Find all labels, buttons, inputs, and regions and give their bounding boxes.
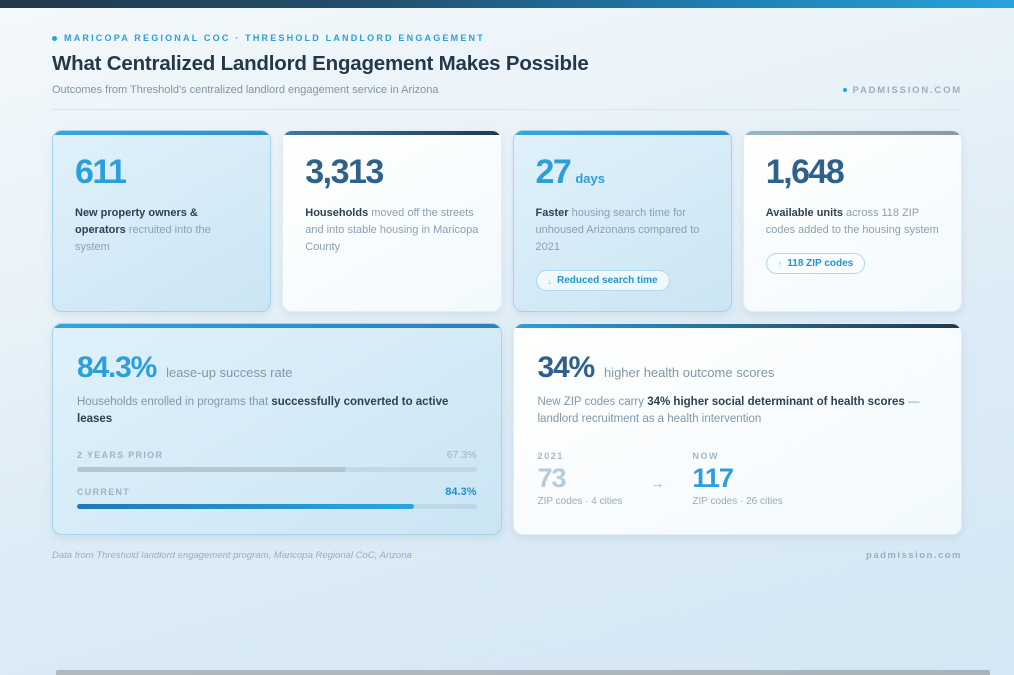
comparison-label: NOW	[692, 450, 720, 461]
stat-description: New property owners & operators recruite…	[75, 205, 248, 256]
bar-track	[77, 466, 477, 472]
stat-unit: days	[575, 171, 605, 186]
card-top-accent	[513, 324, 961, 329]
footer-brand: padmission.com	[866, 549, 962, 561]
bullet-dot-icon	[842, 88, 847, 92]
health-outcome-card: 34% higher health outcome scores New ZIP…	[512, 323, 962, 535]
comparison-after: NOW 117 ZIP codes · 26 cities	[692, 451, 782, 507]
bar-track	[77, 503, 477, 509]
comparison-caption: ZIP codes · 4 cities	[537, 495, 623, 507]
arrow-right-icon: →	[650, 474, 665, 491]
health-description-pre: New ZIP codes carry	[537, 396, 648, 409]
top-accent-bar	[0, 0, 1014, 8]
bar-value: 84.3%	[445, 485, 477, 498]
card-top-accent	[283, 131, 501, 135]
lease-description-bold: successfully converted to active leases	[77, 396, 449, 426]
card-top-accent	[513, 131, 731, 135]
health-description-post: — landlord recruitment as a health inter…	[537, 396, 920, 426]
lease-value-row: 84.3% lease-up success rate	[77, 353, 477, 383]
stat-card-available-units: 1,648 Available units across 118 ZIP cod…	[742, 130, 962, 313]
card-top-accent	[53, 324, 501, 329]
status-badge: ↓ Reduced search time	[535, 270, 670, 292]
stat-description-rest: housing search time for unhoused Arizona…	[535, 207, 700, 254]
stat-value: 3,313	[305, 153, 384, 191]
subtitle-row: Outcomes from Threshold's centralized la…	[52, 84, 962, 96]
header: MARICOPA REGIONAL COC · THRESHOLD LANDLO…	[0, 8, 1014, 110]
bar-row-prior: 2 YEARS PRIOR 67.3%	[77, 449, 477, 472]
lease-description: Households enrolled in programs that suc…	[77, 394, 477, 429]
stat-description-bold: Households	[305, 207, 369, 219]
health-value-row: 34% higher health outcome scores	[538, 353, 938, 383]
page-title: What Centralized Landlord Engagement Mak…	[52, 52, 589, 75]
badge-label: 118 ZIP codes	[787, 258, 854, 270]
bar-fill	[77, 503, 414, 509]
brand-label: PADMISSION.COM	[852, 84, 962, 96]
comparison-label: 2021	[537, 450, 564, 461]
bullet-dot-icon	[52, 35, 57, 41]
bottom-page-edge	[56, 670, 990, 675]
footer: Data from Threshold landlord engagement …	[0, 550, 1014, 561]
arrow-up-icon: ↑	[777, 258, 783, 269]
stat-card-grid: 611 New property owners & operators recr…	[52, 130, 962, 313]
stat-value: 611	[75, 153, 127, 191]
bar-label: CURRENT	[77, 486, 131, 497]
data-source-note: Data from Threshold landlord engagement …	[52, 549, 412, 561]
stat-description: Available units across 118 ZIP codes add…	[766, 205, 939, 239]
badge-label: Reduced search time	[557, 275, 658, 287]
bar-label: 2 YEARS PRIOR	[77, 449, 164, 460]
wide-card-grid: 84.3% lease-up success rate Households e…	[52, 323, 962, 535]
bar-row-current: CURRENT 84.3%	[77, 486, 477, 509]
card-top-accent	[743, 131, 961, 135]
eyebrow: MARICOPA REGIONAL COC · THRESHOLD LANDLO…	[52, 33, 962, 43]
stat-card-search-time: 27 days Faster housing search time for un…	[512, 130, 732, 313]
stat-description-bold: Available units	[765, 207, 843, 219]
page-subtitle: Outcomes from Threshold's centralized la…	[52, 84, 439, 96]
lease-description-regular: Households enrolled in programs that	[77, 396, 272, 409]
stat-description: Households moved off the streets and int…	[305, 205, 478, 256]
main-content: 611 New property owners & operators recr…	[0, 110, 1014, 535]
stat-description-rest: moved off the streets and into stable ho…	[305, 207, 479, 254]
status-badge: ↑ 118 ZIP codes	[765, 253, 866, 275]
arrow-down-icon: ↓	[547, 275, 553, 286]
lease-rate-label: lease-up success rate	[166, 365, 293, 381]
zip-comparison: 2021 73 ZIP codes · 4 cities → NOW 117 Z…	[538, 451, 938, 507]
health-score-value: 34%	[537, 351, 596, 385]
stat-description-rest: across 118 ZIP codes added to the housin…	[765, 207, 939, 237]
comparison-value: 73	[537, 462, 567, 493]
stat-value: 1,648	[765, 153, 845, 191]
health-description-bold: 34% higher social determinant of health …	[647, 396, 905, 409]
health-description: New ZIP codes carry 34% higher social de…	[538, 394, 938, 429]
stat-description-rest: recruited into the system	[75, 224, 211, 254]
lease-rate-value: 84.3%	[77, 351, 157, 385]
stat-value: 27	[535, 153, 572, 191]
eyebrow-label: MARICOPA REGIONAL COC · THRESHOLD LANDLO…	[64, 33, 485, 43]
lease-success-card: 84.3% lease-up success rate Households e…	[52, 323, 502, 535]
comparison-caption: ZIP codes · 26 cities	[692, 495, 783, 507]
bar-fill	[77, 466, 346, 472]
stat-value-row: 27 days	[536, 155, 709, 189]
stat-description: Faster housing search time for unhoused …	[536, 205, 709, 256]
bar-value: 67.3%	[446, 448, 477, 461]
brand-badge: PADMISSION.COM	[842, 84, 962, 96]
stat-card-new-owners: 611 New property owners & operators recr…	[52, 130, 272, 313]
stat-description-bold: New property owners & operators	[75, 207, 198, 237]
card-top-accent	[53, 131, 271, 135]
lease-bar-chart: 2 YEARS PRIOR 67.3% CURRENT 84.3%	[77, 449, 477, 509]
comparison-value: 117	[692, 462, 734, 493]
stat-description-bold: Faster	[535, 207, 569, 219]
header-divider	[52, 109, 962, 110]
stat-card-households: 3,313 Households moved off the streets a…	[282, 130, 502, 313]
health-score-label: higher health outcome scores	[603, 365, 775, 381]
comparison-before: 2021 73 ZIP codes · 4 cities	[538, 451, 623, 507]
